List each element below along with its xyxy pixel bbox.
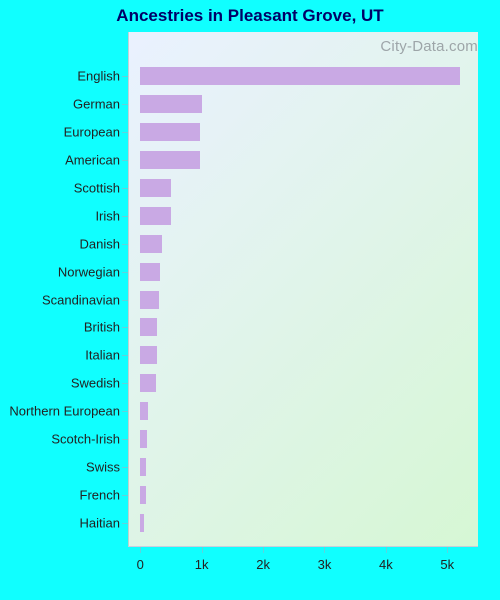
- y-axis-label: Haitian: [80, 516, 120, 531]
- bar: [140, 235, 161, 253]
- bar: [140, 318, 157, 336]
- y-axis-label: American: [65, 152, 120, 167]
- bar: [140, 486, 146, 504]
- y-tick-mark: [122, 160, 128, 161]
- bar: [140, 263, 160, 281]
- y-axis-label: Danish: [80, 236, 120, 251]
- bar: [140, 374, 156, 392]
- bar: [140, 207, 171, 225]
- bar: [140, 179, 171, 197]
- y-axis-label: Norwegian: [58, 264, 120, 279]
- y-axis-label: French: [80, 488, 120, 503]
- bar: [140, 95, 201, 113]
- chart-area: City-Data.com English German European Ameri…: [0, 30, 500, 590]
- bar: [140, 346, 157, 364]
- y-tick-mark: [122, 244, 128, 245]
- y-tick-mark: [122, 495, 128, 496]
- y-axis-label: Swiss: [86, 460, 120, 475]
- y-axis-label: English: [77, 68, 120, 83]
- plot-area: [128, 32, 478, 547]
- y-axis-label: Northern European: [9, 404, 120, 419]
- bar: [140, 151, 200, 169]
- x-tick-mark: [386, 547, 387, 553]
- y-tick-mark: [122, 383, 128, 384]
- y-axis-label: Scandinavian: [42, 292, 120, 307]
- x-tick-mark: [324, 547, 325, 553]
- bar: [140, 514, 144, 532]
- y-tick-mark: [122, 132, 128, 133]
- y-tick-mark: [122, 411, 128, 412]
- y-tick-mark: [122, 104, 128, 105]
- bar: [140, 402, 148, 420]
- y-tick-mark: [122, 272, 128, 273]
- y-axis-label: European: [64, 124, 120, 139]
- y-axis-label: British: [84, 320, 120, 335]
- y-tick-mark: [122, 300, 128, 301]
- y-tick-mark: [122, 76, 128, 77]
- y-tick-mark: [122, 216, 128, 217]
- y-tick-mark: [122, 327, 128, 328]
- x-axis-label: 0: [137, 557, 144, 572]
- bar: [140, 123, 200, 141]
- y-tick-mark: [122, 467, 128, 468]
- x-tick-mark: [263, 547, 264, 553]
- page: Ancestries in Pleasant Grove, UT City-Da…: [0, 0, 500, 600]
- bar: [140, 430, 147, 448]
- y-tick-mark: [122, 439, 128, 440]
- x-axis-label: 1k: [195, 557, 209, 572]
- x-axis-label: 5k: [440, 557, 454, 572]
- y-axis-label: German: [73, 96, 120, 111]
- bar: [140, 458, 146, 476]
- x-axis-label: 4k: [379, 557, 393, 572]
- y-axis-label: Scottish: [74, 180, 120, 195]
- x-tick-mark: [140, 547, 141, 553]
- bar: [140, 291, 158, 309]
- y-axis-label: Scotch-Irish: [51, 432, 120, 447]
- y-tick-mark: [122, 523, 128, 524]
- chart-title: Ancestries in Pleasant Grove, UT: [0, 0, 500, 26]
- bar: [140, 67, 459, 85]
- watermark-text: City-Data.com: [380, 38, 478, 55]
- x-axis-label: 3k: [318, 557, 332, 572]
- y-axis-label: Irish: [95, 208, 120, 223]
- y-tick-mark: [122, 188, 128, 189]
- y-tick-mark: [122, 355, 128, 356]
- x-axis-label: 2k: [256, 557, 270, 572]
- x-tick-mark: [447, 547, 448, 553]
- y-axis-label: Italian: [85, 348, 120, 363]
- x-tick-mark: [202, 547, 203, 553]
- y-axis-label: Swedish: [71, 376, 120, 391]
